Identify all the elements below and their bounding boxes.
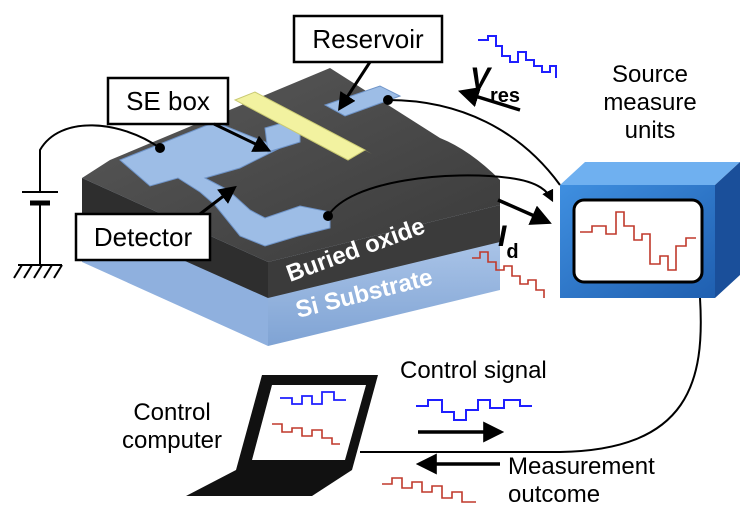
control-signal-label: Control signal: [400, 357, 547, 384]
vres-main: V: [470, 62, 493, 95]
voltage-source: [13, 124, 161, 279]
measurement-outcome-trace: [382, 477, 476, 503]
id-sub: d: [506, 241, 518, 263]
laptop-measurement-trace: [272, 423, 340, 445]
computer-label-line1: Control: [133, 399, 210, 426]
vres-signal-trace: [478, 35, 557, 78]
detector-label: Detector: [94, 222, 193, 252]
ground-icon: [13, 264, 63, 279]
wire-reservoir-to-smu: [387, 99, 561, 186]
se-box-label: SE box: [126, 86, 210, 116]
smu-screen-trace: [580, 211, 696, 271]
se-box-callout: SE box: [106, 76, 272, 152]
vres-arrow: [457, 86, 521, 112]
smu-label-line2: measure: [603, 89, 696, 116]
id-label: Id: [498, 220, 519, 263]
measurement-label-line2: outcome: [508, 481, 600, 508]
laptop-screen: [252, 385, 366, 460]
smu-top-face: [560, 162, 740, 185]
id-main: I: [498, 220, 507, 253]
oxide-front-face: [268, 205, 500, 298]
laptop-keyboard: [186, 470, 352, 496]
vres-sub: res: [490, 85, 520, 107]
detector-callout: Detector: [74, 185, 237, 262]
control-signal-trace: [416, 399, 532, 421]
reservoir-callout: Reservoir: [292, 14, 444, 112]
smu-label-line1: Source: [612, 61, 688, 88]
smu-label-line3: units: [625, 117, 676, 144]
gate-electrode-side: [255, 92, 372, 154]
measurement-label-line1: Measurement: [508, 453, 655, 480]
id-signal-trace: [472, 251, 545, 298]
id-arrow: [497, 198, 552, 225]
smu-side-face: [715, 162, 740, 298]
source-measure-unit: [560, 162, 740, 298]
wire-to-battery: [39, 124, 161, 192]
reservoir-label: Reservoir: [312, 24, 424, 54]
laptop-control-trace: [280, 391, 346, 405]
wire-detector-to-smu: [327, 174, 554, 217]
control-computer-icon: [186, 375, 378, 496]
computer-label-line2: computer: [122, 427, 222, 454]
smu-screen: [572, 198, 704, 284]
smu-to-computer-cable: [360, 297, 702, 453]
vres-label: Vres: [470, 62, 520, 107]
